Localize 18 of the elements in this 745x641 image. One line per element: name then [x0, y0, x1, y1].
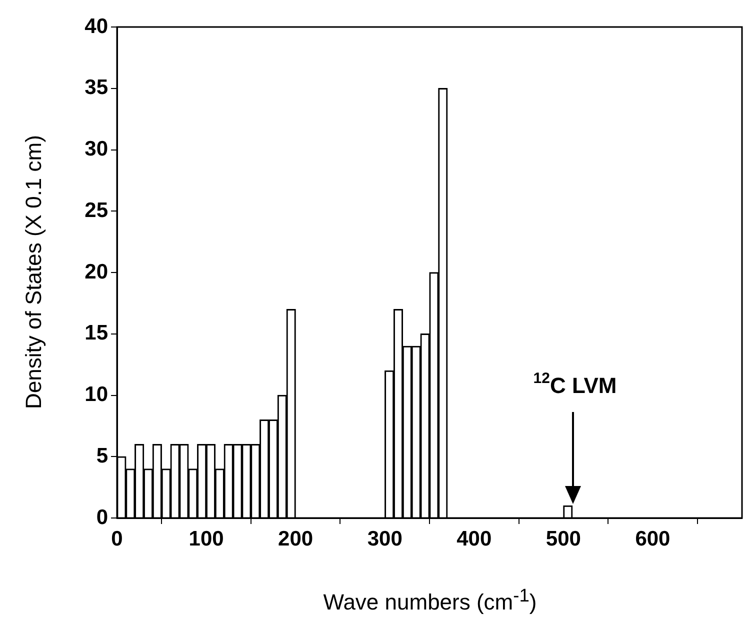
x-tick-label: 100 — [188, 527, 224, 550]
x-tick-label: 200 — [278, 527, 314, 550]
y-tick-label: 35 — [84, 76, 108, 100]
x-tick-label: 0 — [111, 527, 123, 550]
y-tick-label: 10 — [84, 383, 108, 406]
y-tick-label: 20 — [84, 260, 108, 284]
y-tick-label: 30 — [84, 138, 108, 161]
y-tick-label: 0 — [96, 506, 108, 529]
x-tick-label: 500 — [546, 527, 581, 550]
y-tick-label: 5 — [96, 444, 108, 468]
y-tick-label: 40 — [84, 14, 108, 38]
y-tick-label: 25 — [84, 198, 108, 222]
x-tick-label: 600 — [635, 527, 670, 550]
x-axis-title: Wave numbers (cm$^{-1}$) — [323, 584, 537, 616]
x-tick-label: 400 — [456, 527, 492, 550]
x-tick-label: 300 — [367, 527, 402, 550]
y-axis-title: Density of States (X 0.1 cm) — [21, 135, 47, 409]
y-tick-label: 15 — [84, 322, 108, 345]
